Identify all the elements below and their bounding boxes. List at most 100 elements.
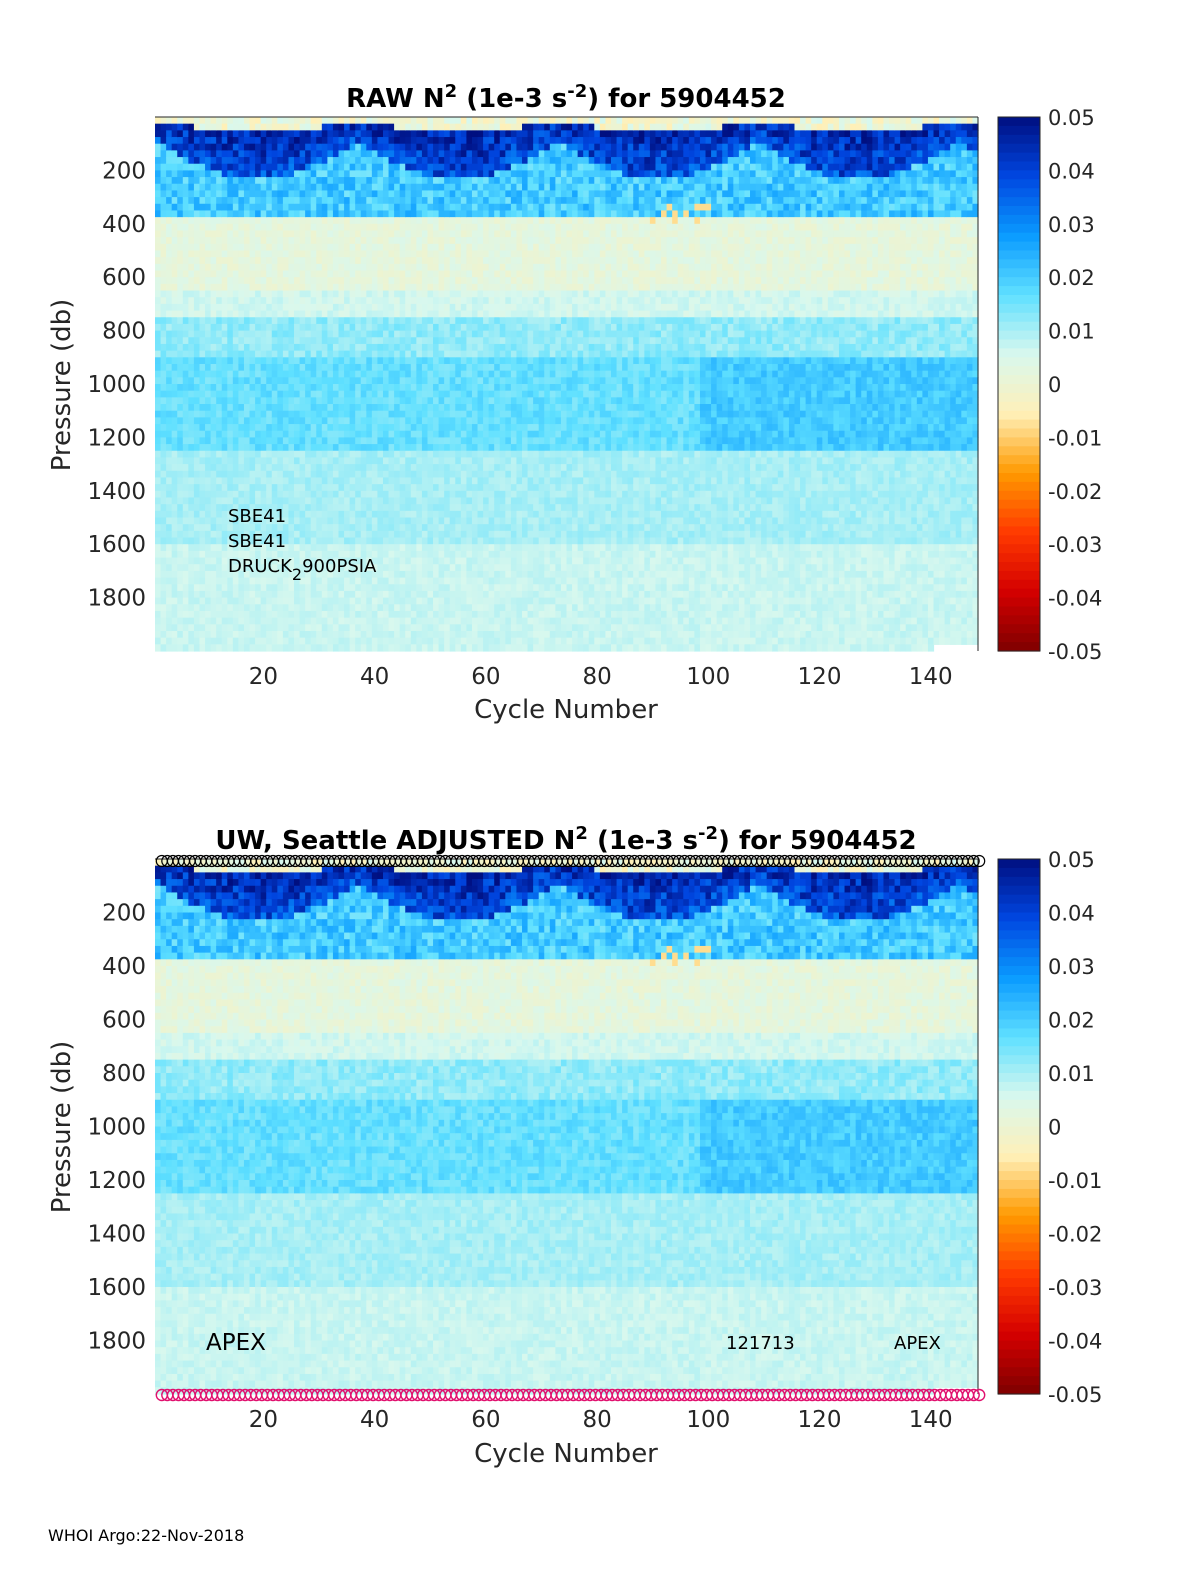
heatmap-cell [166, 330, 173, 338]
heatmap-cell [188, 257, 195, 265]
heatmap-cell [399, 170, 406, 178]
heatmap-cell [471, 370, 479, 378]
heatmap-cell [243, 537, 251, 545]
heatmap-cell [371, 544, 379, 552]
heatmap-cell [488, 150, 495, 158]
heatmap-cell [266, 510, 273, 519]
heatmap-cell [205, 524, 212, 532]
heatmap-cell [366, 163, 373, 171]
heatmap-cell [494, 263, 501, 272]
heatmap-cell [466, 143, 473, 151]
heatmap-cell [238, 243, 245, 252]
heatmap-cell [360, 330, 367, 338]
heatmap-cell [332, 530, 340, 539]
heatmap-cell [205, 604, 212, 612]
heatmap-cell [243, 544, 251, 552]
heatmap-cell [266, 197, 273, 205]
heatmap-cell [232, 210, 240, 218]
heatmap-cell [471, 644, 479, 652]
heatmap-cell [321, 290, 328, 298]
heatmap-cell [249, 310, 256, 318]
heatmap-cell [388, 230, 395, 238]
heatmap-cell [416, 237, 423, 245]
heatmap-cell [471, 117, 479, 125]
heatmap-cell [166, 457, 173, 465]
heatmap-cell [399, 330, 406, 338]
heatmap-cell [444, 564, 451, 572]
heatmap-cell [232, 283, 240, 292]
heatmap-cell [360, 363, 367, 372]
heatmap-cell [221, 624, 228, 632]
heatmap-cell [483, 637, 490, 645]
heatmap-cell [427, 444, 434, 452]
heatmap-cell [249, 237, 256, 245]
heatmap-cell [488, 117, 495, 125]
heatmap-cell [282, 277, 290, 285]
heatmap-cell [177, 384, 184, 392]
heatmap-cell [344, 283, 351, 292]
heatmap-cell [277, 430, 284, 438]
heatmap-cell [155, 457, 162, 465]
heatmap-cell [349, 564, 356, 572]
heatmap-cell [277, 117, 284, 125]
heatmap-cell [349, 157, 356, 165]
heatmap-cell [182, 610, 189, 619]
heatmap-cell [466, 237, 473, 245]
heatmap-cell [249, 130, 256, 138]
heatmap-cell [177, 117, 184, 125]
heatmap-cell [266, 550, 273, 559]
heatmap-cell [294, 203, 301, 212]
heatmap-cell [243, 457, 251, 465]
heatmap-cell [227, 377, 234, 385]
heatmap-cell [255, 564, 262, 572]
heatmap-cell [427, 203, 434, 212]
heatmap-cell [155, 604, 162, 612]
heatmap-cell [438, 437, 445, 445]
heatmap-cell [227, 384, 234, 392]
heatmap-cell [316, 617, 323, 625]
heatmap-cell [433, 130, 440, 138]
heatmap-cell [427, 577, 434, 585]
heatmap-cell [277, 464, 284, 472]
heatmap-cell [182, 330, 189, 338]
heatmap-cell [394, 604, 401, 612]
heatmap-cell [405, 357, 412, 365]
heatmap-cell [210, 544, 217, 552]
heatmap-cell [299, 290, 306, 298]
heatmap-cell [344, 410, 351, 418]
heatmap-cell [327, 570, 334, 579]
heatmap-cell [271, 417, 278, 425]
heatmap-cell [166, 377, 173, 385]
heatmap-cell [494, 457, 501, 465]
heatmap-cell [277, 417, 284, 425]
heatmap-cell [460, 343, 467, 352]
heatmap-cell [243, 310, 251, 318]
heatmap-cell [399, 243, 406, 252]
heatmap-cell [321, 250, 328, 258]
heatmap-cell [299, 464, 306, 472]
heatmap-cell [399, 557, 406, 565]
heatmap-cell [249, 363, 256, 372]
heatmap-cell [377, 290, 384, 298]
heatmap-cell [477, 490, 484, 499]
heatmap-cell [455, 377, 462, 385]
heatmap-cell [410, 303, 417, 312]
heatmap-cell [444, 424, 451, 432]
heatmap-cell [271, 537, 278, 545]
heatmap-cell [338, 544, 345, 552]
heatmap-cell [449, 290, 456, 298]
heatmap-cell [388, 203, 395, 212]
heatmap-cell [188, 597, 195, 605]
heatmap-cell [321, 123, 328, 131]
heatmap-cell [360, 263, 367, 272]
heatmap-cell [416, 490, 423, 499]
heatmap-cell [193, 237, 201, 245]
heatmap-cell [227, 510, 234, 519]
heatmap-cell [188, 610, 195, 619]
heatmap-cell [433, 297, 440, 305]
heatmap-cell [494, 210, 501, 218]
heatmap-cell [477, 357, 484, 365]
heatmap-cell [355, 510, 362, 519]
heatmap-cell [499, 130, 506, 138]
heatmap-cell [294, 190, 301, 198]
